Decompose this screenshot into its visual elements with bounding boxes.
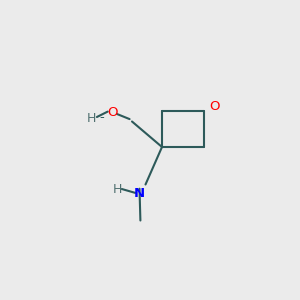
Text: H: H [112,183,122,196]
Text: H: H [87,112,96,125]
Text: -: - [100,111,104,124]
Text: O: O [107,106,118,119]
Text: O: O [209,100,220,113]
Text: N: N [134,187,145,200]
